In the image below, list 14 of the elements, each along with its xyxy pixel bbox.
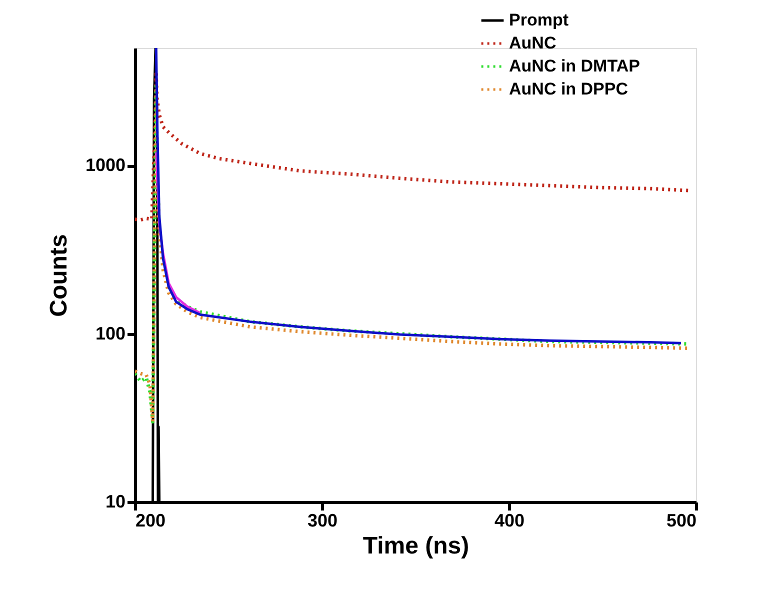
y-tick-label: 1000: [85, 155, 126, 176]
legend-label: Prompt: [509, 10, 569, 30]
x-tick-label: 200: [136, 510, 166, 530]
line-series: [154, 48, 682, 344]
y-tick-label: 10: [105, 492, 126, 512]
x-tick-label: 500: [666, 510, 696, 530]
x-tick-label: 300: [307, 510, 338, 530]
y-axis-title: Counts: [45, 234, 72, 317]
legend-label: AuNC in DPPC: [509, 80, 628, 98]
legend-label: AuNC in DMTAP: [509, 56, 640, 76]
x-tick-label: 400: [494, 510, 525, 530]
x-axis-title: Time (ns): [362, 532, 470, 560]
y-tick-label: 100: [95, 323, 126, 344]
legend-label: AuNC: [509, 34, 556, 52]
